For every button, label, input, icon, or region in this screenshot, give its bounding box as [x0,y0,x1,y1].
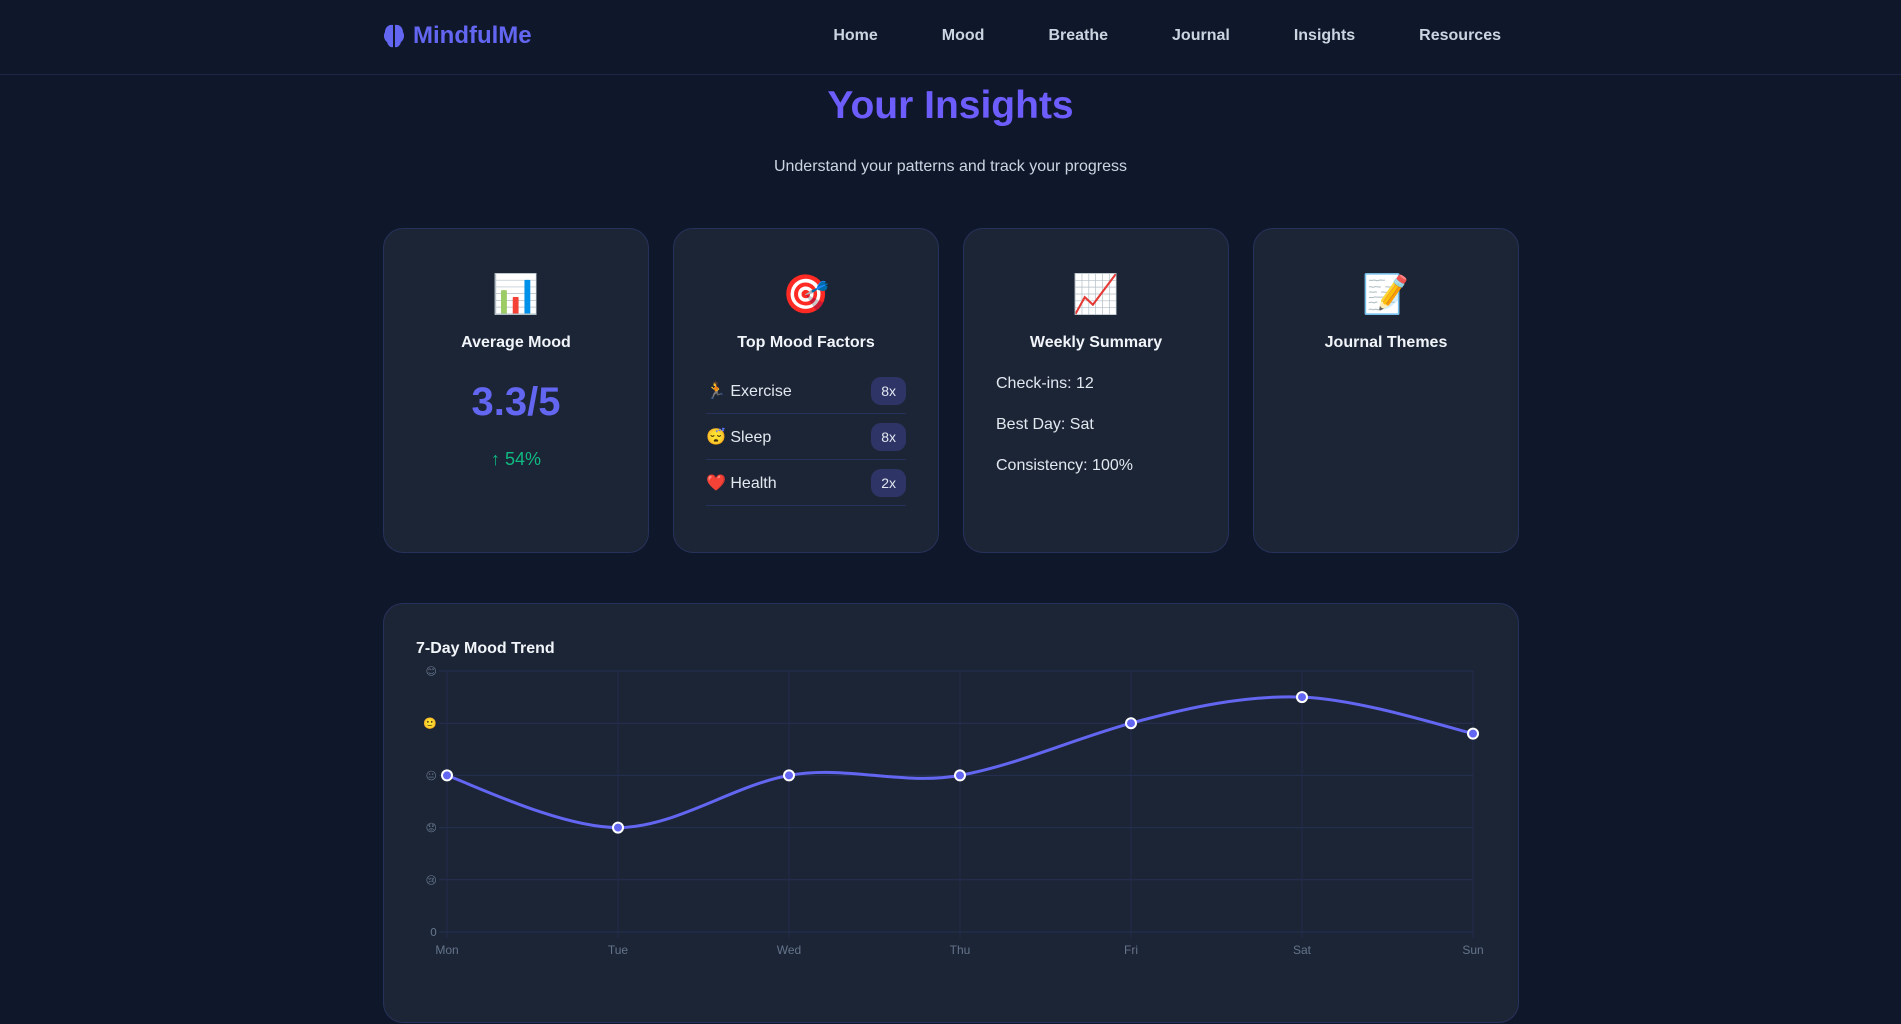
x-tick-label: Sat [1293,943,1312,957]
runner-icon: 🏃 [706,382,726,400]
brand-logo[interactable]: MindfulMe [383,22,532,50]
data-point [1296,691,1308,704]
x-tick-label: Thu [950,943,971,957]
data-point [612,821,624,834]
sleeping-face-icon: 😴 [706,428,726,446]
y-tick-label: 🙂 [423,717,437,730]
factor-count: 8x [871,422,906,451]
mood-trend-chart-card: 7-Day Mood Trend 0 😢 😟 😐 🙂 😊 Mon Tue Wed Thu Fri Sa… [383,603,1519,1023]
factor-row: 🏃 Exercise 8x [706,368,906,414]
x-tick-label: Sun [1462,943,1483,957]
weekly-summary-card: 📈 Weekly Summary Check-ins: 12 Best Day:… [963,228,1229,553]
best-day-stat: Best Day: Sat [996,416,1094,433]
nav-mood[interactable]: Mood [941,27,985,44]
checkins-stat: Check-ins: 12 [996,375,1094,392]
data-point [1467,727,1479,740]
nav-home[interactable]: Home [833,27,878,44]
mood-trend-chart: 0 😢 😟 😐 🙂 😊 Mon Tue Wed Thu Fri Sat Sun [423,665,1483,957]
data-point [783,769,795,782]
memo-icon: 📝 [1362,274,1410,316]
factor-row: 😴 Sleep 8x [706,414,906,460]
factor-row: ❤️ Health 2x [706,460,906,506]
factor-label: Health [730,474,777,492]
top-nav: MindfulMe Home Mood Breathe Journal Insi… [0,0,1901,75]
nav-insights[interactable]: Insights [1293,27,1356,44]
y-tick-label: 😐 [426,769,437,782]
card-title: Average Mood [461,334,571,351]
y-tick-label: 😟 [426,822,437,835]
data-point [954,769,966,782]
bar-chart-icon: 📊 [492,274,540,316]
nav-journal[interactable]: Journal [1172,27,1230,44]
y-tick-label: 😊 [426,665,437,678]
card-title: Journal Themes [1324,334,1448,351]
factor-label: Exercise [730,382,792,400]
nav-resources[interactable]: Resources [1419,27,1501,44]
page-title: Your Insights [827,84,1074,127]
target-icon: 🎯 [782,274,830,316]
x-tick-label: Wed [777,943,801,957]
brain-icon [383,24,405,48]
card-title: Top Mood Factors [737,334,875,351]
average-mood-value: 3.3/5 [471,380,561,424]
chart-title: 7-Day Mood Trend [416,640,555,657]
page-subtitle: Understand your patterns and track your … [773,158,1128,175]
x-tick-label: Mon [435,943,458,957]
y-tick-label: 😢 [426,874,437,887]
factor-label: Sleep [730,428,772,446]
y-tick-label: 0 [430,926,437,939]
factor-count: 8x [871,376,906,405]
mood-change: ↑ 54% [490,449,542,469]
brand-name: MindfulMe [413,22,532,49]
x-tick-label: Fri [1124,943,1138,957]
factor-count: 2x [871,468,906,497]
consistency-stat: Consistency: 100% [996,457,1133,474]
nav-breathe[interactable]: Breathe [1048,27,1109,44]
heart-icon: ❤️ [706,474,726,492]
data-point [441,769,453,782]
trend-chart-icon: 📈 [1072,274,1120,316]
journal-themes-card: 📝 Journal Themes [1253,228,1519,553]
card-title: Weekly Summary [1029,334,1163,351]
average-mood-card: 📊 Average Mood 3.3/5 ↑ 54% [383,228,649,553]
x-tick-label: Tue [608,943,629,957]
mood-factors-card: 🎯 Top Mood Factors 🏃 Exercise 8x 😴 Sleep 8… [673,228,939,553]
data-point [1125,717,1137,730]
